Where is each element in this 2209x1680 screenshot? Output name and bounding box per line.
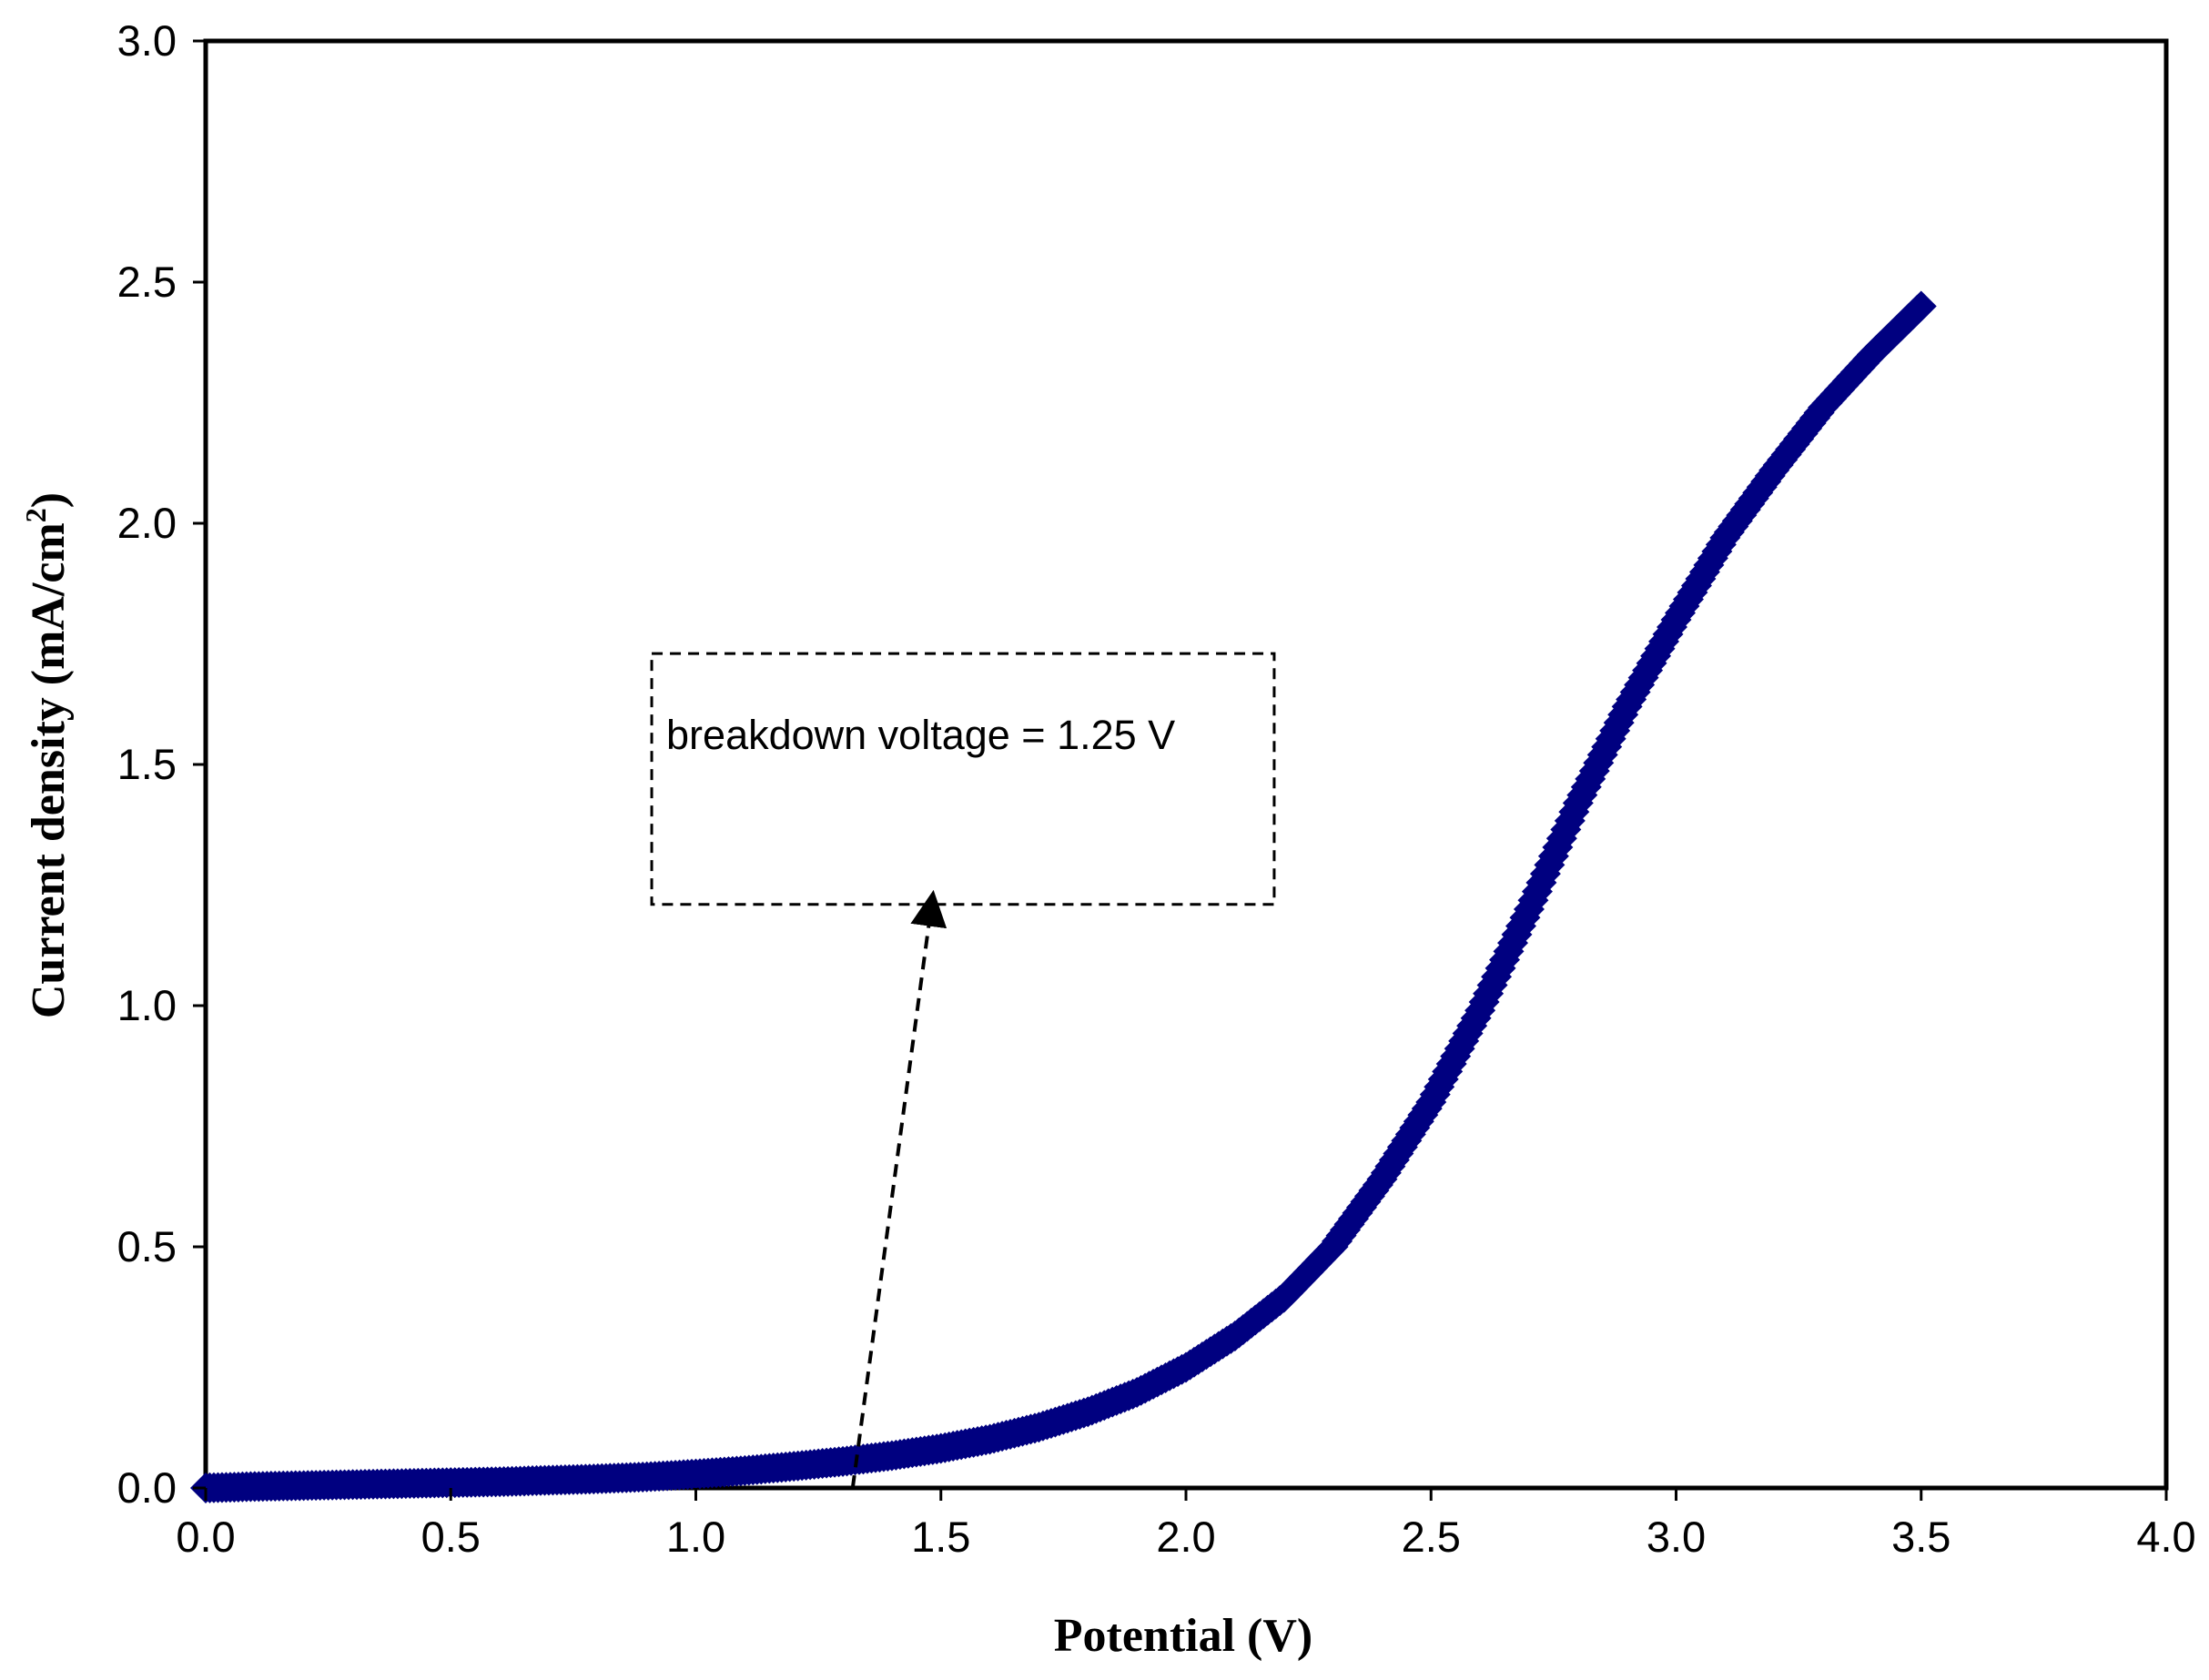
y-tick-label: 2.5 — [117, 258, 177, 306]
x-tick-label: 1.5 — [911, 1513, 970, 1561]
y-tick-label: 1.5 — [117, 740, 177, 788]
y-tick-label: 1.0 — [117, 981, 177, 1029]
x-tick-label: 3.5 — [1891, 1513, 1951, 1561]
data-point — [1905, 290, 1937, 322]
y-axis-title-superscript: 2 — [19, 508, 52, 522]
x-tick-label: 2.5 — [1402, 1513, 1461, 1561]
annotation-text: breakdown voltage = 1.25 V — [666, 712, 1175, 758]
y-tick-label: 2.0 — [117, 499, 177, 547]
x-tick-label: 4.0 — [2136, 1513, 2195, 1561]
x-tick-label: 1.0 — [666, 1513, 725, 1561]
annotation-arrow — [850, 889, 947, 1489]
axis-ticks: 0.0 0.5 1.0 1.5 2.0 2.5 3.0 3.5 4.0 0.0 0.5 1.0 1.5 2… — [117, 16, 2196, 1561]
annotation: breakdown voltage = 1.25 V — [650, 652, 1276, 1489]
x-tick-label: 2.0 — [1156, 1513, 1215, 1561]
series-markers — [190, 290, 1937, 1503]
y-tick-label: 3.0 — [117, 16, 177, 65]
x-tick-label: 0.5 — [421, 1513, 481, 1561]
y-tick-label: 0.5 — [117, 1222, 177, 1270]
x-tick-label: 3.0 — [1647, 1513, 1706, 1561]
y-axis-title: Current density (mA/cm2) — [19, 492, 75, 1018]
y-axis-title-close: ) — [23, 492, 75, 508]
annotation-box — [650, 652, 1276, 906]
y-tick-label: 0.0 — [117, 1463, 177, 1512]
x-tick-label: 0.0 — [176, 1513, 235, 1561]
x-axis-title: Potential (V) — [1054, 1610, 1312, 1662]
y-axis-title-main: Current density (mA/cm — [23, 522, 75, 1018]
data-series — [190, 290, 1937, 1503]
